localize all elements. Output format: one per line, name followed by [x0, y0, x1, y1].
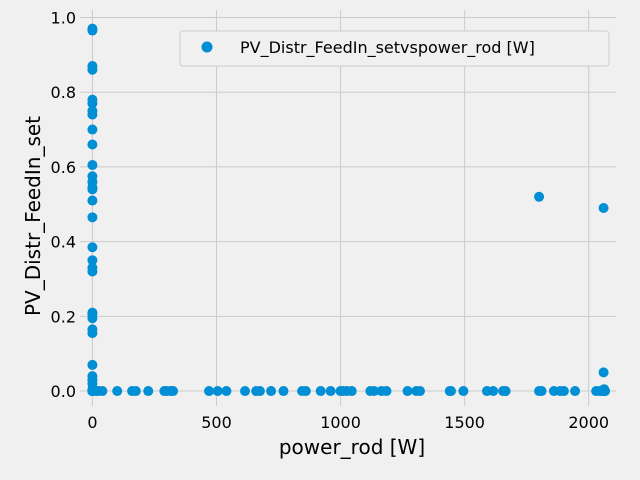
data-point	[212, 386, 223, 397]
data-point	[87, 212, 98, 223]
data-point	[221, 386, 232, 397]
x-tick-label: 1500	[444, 413, 485, 432]
data-point	[87, 98, 98, 109]
data-point	[87, 139, 98, 150]
data-point	[315, 386, 326, 397]
legend-label: PV_Distr_FeedIn_setvspower_rod [W]	[240, 38, 535, 58]
data-point	[500, 386, 511, 397]
x-tick-label: 500	[201, 413, 232, 432]
data-point	[87, 184, 98, 195]
data-point	[87, 359, 98, 370]
data-point	[87, 242, 98, 253]
data-point	[458, 386, 469, 397]
data-point	[87, 160, 98, 171]
data-point	[445, 386, 456, 397]
data-point	[97, 386, 108, 397]
data-point	[300, 386, 311, 397]
data-point	[536, 386, 547, 397]
data-point	[381, 386, 392, 397]
data-point	[87, 195, 98, 206]
y-tick-label: 0.8	[51, 83, 76, 102]
data-point	[87, 109, 98, 120]
y-axis-ticks: 0.0 0.2 0.4 0.6 0.8 1.0	[51, 8, 76, 401]
plot-area	[80, 10, 616, 406]
grid	[80, 10, 616, 406]
x-tick-label: 2000	[568, 413, 609, 432]
data-point	[599, 384, 610, 395]
y-tick-label: 0.0	[51, 382, 76, 401]
data-point	[402, 386, 413, 397]
data-point	[369, 386, 380, 397]
legend: PV_Distr_FeedIn_setvspower_rod [W]	[179, 30, 610, 67]
data-point	[414, 386, 425, 397]
data-point	[204, 386, 215, 397]
data-point	[570, 386, 581, 397]
data-point	[534, 191, 545, 202]
data-point	[558, 386, 569, 397]
data-point	[87, 313, 98, 324]
x-tick-label: 0	[87, 413, 97, 432]
data-point	[112, 386, 123, 397]
x-axis-ticks: 0 500 1000 1500 2000	[87, 413, 609, 432]
x-axis-label: power_rod [W]	[279, 435, 425, 459]
y-tick-label: 0.6	[51, 158, 76, 177]
y-tick-label: 0.4	[51, 233, 76, 252]
data-point	[254, 386, 265, 397]
data-point	[87, 328, 98, 339]
data-point	[87, 64, 98, 75]
data-point	[87, 266, 98, 277]
data-point	[130, 386, 141, 397]
y-tick-label: 0.2	[51, 307, 76, 326]
data-point	[266, 386, 277, 397]
data-point	[87, 124, 98, 135]
y-tick-label: 1.0	[51, 8, 76, 27]
x-tick-label: 1000	[320, 413, 361, 432]
data-point	[598, 203, 609, 213]
data-point	[346, 386, 357, 397]
data-point	[598, 367, 609, 378]
legend-frame	[179, 30, 610, 67]
data-point	[240, 386, 251, 397]
data-point	[488, 386, 499, 397]
data-points	[87, 23, 611, 397]
data-point	[325, 386, 336, 397]
data-point	[168, 386, 179, 397]
legend-marker	[201, 41, 213, 53]
data-point	[143, 386, 154, 397]
y-axis-label: PV_Distr_FeedIn_set	[21, 116, 45, 316]
data-point	[87, 255, 98, 266]
data-point	[87, 25, 98, 36]
data-point	[278, 386, 289, 397]
